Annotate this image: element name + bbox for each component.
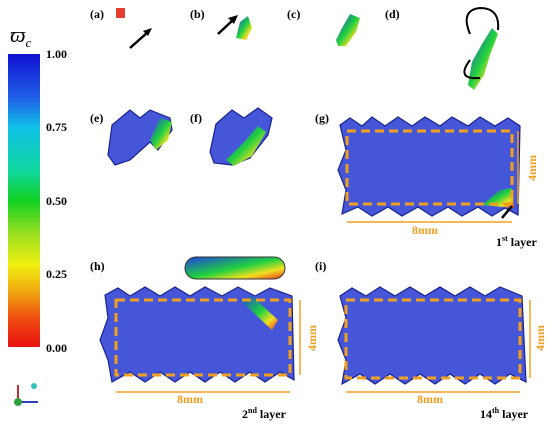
- layer-label: 1st layer: [496, 234, 537, 249]
- melt-pool: [226, 126, 266, 166]
- text-part: 2: [242, 407, 248, 421]
- arrow: [501, 205, 513, 219]
- axis-triad: [14, 383, 38, 406]
- scan-path: [465, 6, 500, 35]
- dimension-label: 8mm: [412, 223, 438, 237]
- layer-label: 2nd layer: [242, 406, 287, 421]
- dimension-label: 8mm: [417, 392, 443, 406]
- layer-label: 14th layer: [480, 406, 529, 421]
- scan-area: [114, 298, 292, 377]
- colorbar-subscript: c: [26, 35, 32, 50]
- colorbar-tick: 0.50: [46, 194, 67, 208]
- text-part: th: [492, 406, 500, 415]
- text-part: 1: [496, 235, 502, 249]
- melt-pool: [468, 28, 498, 90]
- colorbar-tick: 0.25: [46, 267, 67, 281]
- panel-label: (b): [190, 7, 205, 21]
- text-part: nd: [248, 406, 257, 415]
- melt-track: [209, 107, 273, 166]
- melt-pool: [116, 8, 125, 18]
- text-part: layer: [502, 407, 529, 421]
- melt-pool: [240, 296, 278, 330]
- melt-pool: [336, 14, 360, 46]
- panel-label: (f): [190, 111, 202, 125]
- colorbar-title: ϖc: [10, 22, 32, 50]
- colorbar-tick: 1.00: [46, 47, 67, 61]
- dimension-label: 4mm: [533, 325, 547, 351]
- panel-label: (d): [385, 7, 400, 21]
- arrow: [129, 31, 149, 49]
- scan-area: [345, 129, 514, 206]
- text-part: layer: [260, 407, 287, 421]
- panel-label: (e): [90, 111, 103, 125]
- colorbar-scale: [8, 54, 40, 347]
- scan-path: [463, 59, 481, 80]
- colorbar-tick: 0.75: [46, 120, 67, 134]
- colorbar-tick: 0.00: [46, 341, 67, 355]
- melt-pool-inset: [184, 256, 286, 280]
- panel-label: (a): [90, 7, 104, 21]
- panel-label: (i): [315, 259, 326, 273]
- panel-label: (c): [287, 7, 300, 21]
- panel-label: (h): [90, 259, 105, 273]
- melt-pool: [150, 118, 172, 150]
- panel-label: (g): [315, 111, 329, 125]
- colorbar-symbol: ϖ: [10, 22, 26, 47]
- dimension-label: 4mm: [305, 325, 319, 351]
- melt-pool: [236, 16, 252, 40]
- arrow: [217, 19, 234, 35]
- dimension-label: 8mm: [177, 392, 203, 406]
- scan-area: [344, 298, 522, 380]
- layer-region: [337, 286, 527, 386]
- text-part: st: [502, 234, 508, 243]
- text-part: 14: [480, 407, 492, 421]
- dimension-label: 4mm: [525, 155, 539, 181]
- layer-region: [337, 116, 521, 217]
- colorbar: ϖc 1.00 0.75 0.50 0.25 0.00: [8, 22, 67, 355]
- text-part: layer: [511, 235, 538, 249]
